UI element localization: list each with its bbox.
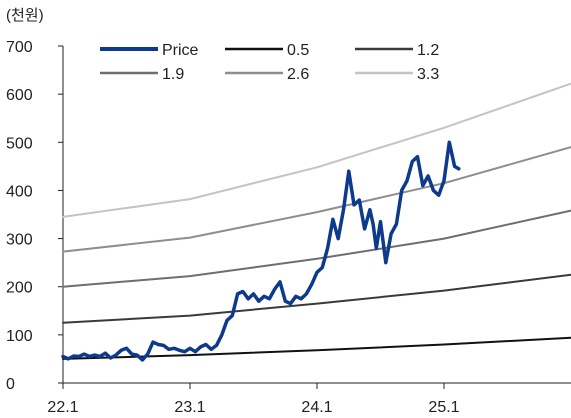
y-tick-label: 0 [6, 376, 15, 393]
series-line-2-6 [62, 146, 571, 253]
legend-label-0-5: 0.5 [287, 42, 309, 59]
y-tick-label: 400 [6, 183, 33, 200]
legend-label-price: Price [162, 42, 199, 59]
y-tick-label: 700 [6, 39, 33, 56]
y-tick-label: 100 [6, 328, 33, 345]
series-line-1-9 [62, 209, 571, 288]
legend-label-3-3: 3.3 [417, 66, 439, 83]
x-tick-label: 23.1 [174, 399, 205, 416]
series-line-price [61, 140, 461, 362]
legend-label-2-6: 2.6 [287, 66, 309, 83]
x-tick-label: 22.1 [47, 399, 78, 416]
legend-label-1-9: 1.9 [162, 66, 184, 83]
y-tick-label: 600 [6, 87, 33, 104]
y-tick-label: 300 [6, 232, 33, 249]
y-axis-unit-label: (천원) [6, 7, 44, 24]
y-tick-label: 200 [6, 280, 33, 297]
y-tick-label: 500 [6, 135, 33, 152]
x-tick-label: 24.1 [301, 399, 332, 416]
series-line-1-2 [62, 273, 571, 324]
x-tick-label: 25.1 [428, 399, 459, 416]
series-line-3-3 [62, 82, 571, 218]
legend-label-1-2: 1.2 [417, 42, 439, 59]
